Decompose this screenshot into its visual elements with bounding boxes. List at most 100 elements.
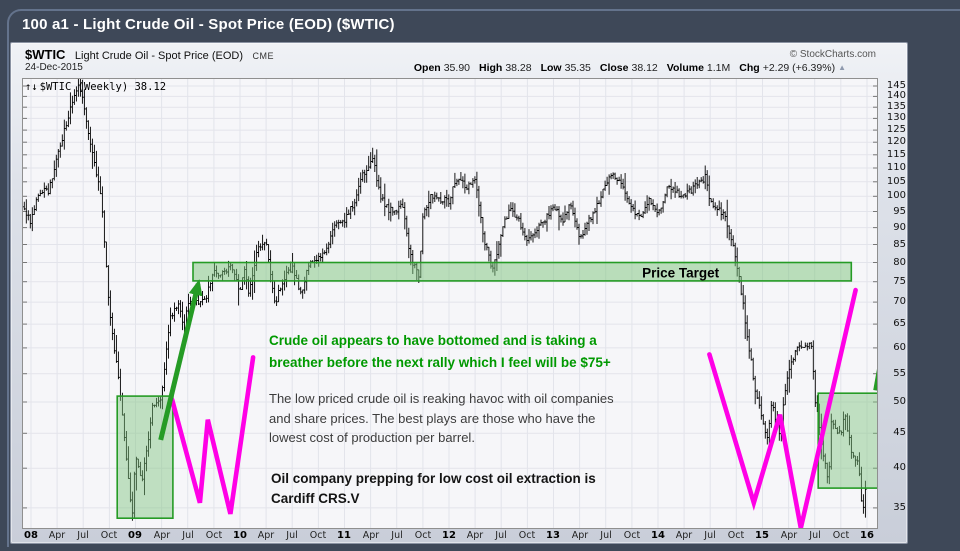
y-tick-marks [23,85,877,509]
plain-note-line: lowest cost of production per barrel. [269,430,475,445]
green-note-line: breather before the next rally which I f… [269,355,611,370]
x-axis-label: Jul [495,530,507,541]
x-axis-label: Oct [832,530,850,541]
y-axis-label: 50 [893,396,906,407]
y-axis: 145 140 135 130 125 120 115 110 105 100 95 90 85 80 75… [880,79,910,528]
green-note-line: Crude oil appears to have bottomed and i… [269,333,597,348]
quote-value: 35.35 [564,62,591,74]
plain-note-line: The low priced crude oil is reaking havo… [269,391,614,406]
y-axis-label: 35 [893,502,906,513]
x-axis-label: Oct [100,530,118,541]
y-axis-label: 115 [886,149,906,160]
x-axis-label: Apr [48,530,66,541]
annotation-bold-note: Oil company prepping for low cost oil ex… [271,469,596,508]
x-axis-label: Jul [286,530,298,541]
x-axis-label: Oct [414,530,432,541]
wtic-price-svg: Price Target [23,79,877,528]
annotation-plain-note: The low priced crude oil is reaking havo… [269,389,614,448]
exchange-label: CME [252,51,274,61]
price-target-band [192,261,853,282]
x-axis-label: Apr [362,530,380,541]
x-axis-label: Apr [153,530,171,541]
x-axis-label: 15 [755,530,769,541]
price-bars [23,79,867,521]
y-axis-label: 65 [893,318,906,329]
quote-label: Chg [739,62,760,74]
plot-area: Price Target ↑↓ $WTIC (Weekly) 38.12 [22,78,878,529]
series-legend: ↑↓ $WTIC (Weekly) 38.12 [25,81,166,93]
x-axis-label: Jul [600,530,612,541]
x-axis-label: Apr [675,530,693,541]
quote-value: 35.90 [443,62,470,74]
x-axis-label: Oct [518,530,536,541]
quote-value: +2.29 (+6.39%) [762,62,836,74]
x-axis-label: Jul [391,530,403,541]
bold-note-line: Cardiff CRS.V [271,490,360,506]
y-axis-label: 70 [893,296,906,307]
y-axis-label: 95 [893,206,906,217]
y-axis-label: 145 [886,80,906,91]
x-axis-label: Oct [727,530,745,541]
quote-label: Open [413,62,441,74]
y-axis-label: 40 [893,462,906,473]
symbol-label: $WTIC [25,47,66,62]
y-axis-label: 100 [886,190,906,201]
x-axis-label: 16 [860,530,874,541]
y-axis-label: 85 [893,239,906,250]
x-axis-label: Apr [571,530,589,541]
x-axis-label: 10 [233,530,247,541]
x-axis-label: Oct [205,530,223,541]
plain-note-line: and share prices. The best plays are tho… [269,410,596,426]
copyright-label: © StockCharts.com [789,49,876,60]
y-axis-label: 80 [893,257,906,268]
x-axis-label: Apr [466,530,484,541]
y-axis-label: 60 [893,342,906,353]
chart-panel: $WTIC Light Crude Oil - Spot Price (EOD)… [10,42,908,544]
instrument-name: Light Crude Oil - Spot Price (EOD) [74,50,244,62]
y-axis-label: 120 [886,136,906,147]
y-axis-label: 125 [886,124,906,135]
bold-note-line: Oil company prepping for low cost oil ex… [271,471,596,486]
chg-up-triangle-icon: ▲ [838,63,846,72]
x-axis-label: 14 [651,530,665,541]
quote-row: Open 35.90 High 38.28 Low 35.35 Close 38.12 Volu… [405,62,846,74]
quote-label: Volume [666,62,704,74]
quote-date: 24-Dec-2015 [25,62,83,73]
x-axis-label: Jul [704,530,716,541]
y-axis-label: 140 [886,90,906,101]
quote-label: Close [599,62,629,74]
x-axis-label: 11 [337,530,351,541]
series-legend-text: $WTIC (Weekly) 38.12 [39,81,167,93]
x-axis-label: 13 [546,530,560,541]
page-title: 100 a1 - Light Crude Oil - Spot Price (E… [22,16,395,33]
x-axis-label: Oct [309,530,327,541]
annotation-green-note: Crude oil appears to have bottomed and i… [269,330,611,374]
quote-label: Low [540,62,562,74]
chart-header: $WTIC Light Crude Oil - Spot Price (EOD)… [25,46,274,64]
up-arrow [158,279,203,441]
quote-value: 38.12 [631,62,658,74]
y-axis-label: 105 [886,176,906,187]
x-axis: 08 Apr Jul Oct 09 Apr Jul Oct 10 Apr Jul Oct 11 Apr Ju… [11,530,907,544]
y-axis-label: 110 [886,162,906,173]
price-target-label: Price Target [642,266,720,281]
x-axis-label: Jul [809,530,821,541]
quote-label: High [479,62,503,74]
x-axis-label: Jul [182,530,194,541]
x-axis-label: Apr [257,530,275,541]
updown-arrows-icon: ↑↓ [25,81,38,93]
x-axis-label: 08 [24,530,38,541]
y-axis-label: 130 [886,112,906,123]
y-axis-label: 55 [893,368,906,379]
x-axis-label: Oct [623,530,641,541]
x-axis-label: Jul [77,530,89,541]
quote-value: 38.28 [505,62,532,74]
x-axis-label: 12 [442,530,456,541]
zigzag-line [707,287,858,528]
quote-value: 1.1M [706,62,731,74]
y-axis-label: 135 [886,101,906,112]
up-arrow [873,368,877,391]
support-box [116,395,174,520]
y-axis-label: 75 [893,276,906,287]
y-axis-label: 90 [893,222,906,233]
